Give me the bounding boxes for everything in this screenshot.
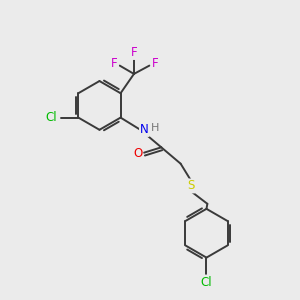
Text: N: N <box>140 123 149 136</box>
Text: S: S <box>187 179 195 193</box>
Text: F: F <box>130 46 137 59</box>
Text: O: O <box>133 147 142 160</box>
Text: F: F <box>152 57 158 70</box>
Text: F: F <box>111 57 118 70</box>
Text: H: H <box>151 123 159 133</box>
Text: Cl: Cl <box>45 111 57 124</box>
Text: Cl: Cl <box>201 276 212 289</box>
